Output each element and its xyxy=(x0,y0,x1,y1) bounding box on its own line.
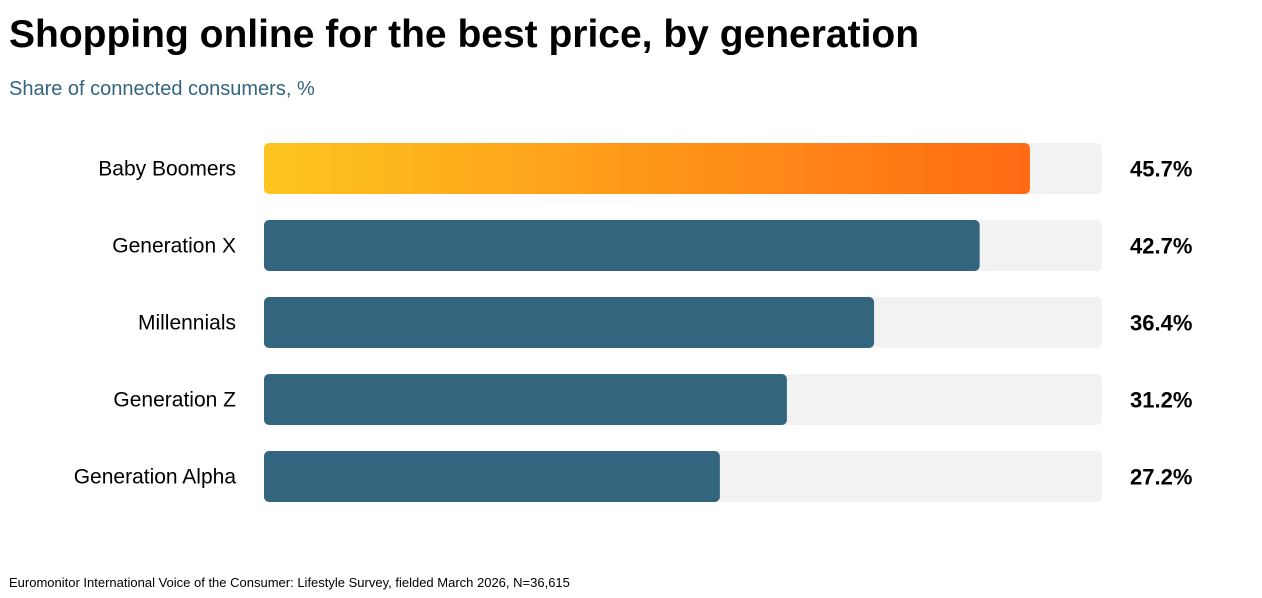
bar-row-generation-alpha: Generation Alpha 27.2% xyxy=(74,451,1192,502)
category-label: Generation Z xyxy=(113,389,236,412)
chart-title: Shopping online for the best price, by g… xyxy=(9,13,920,56)
bar-row-generation-z: Generation Z 31.2% xyxy=(113,374,1192,425)
source-note: Euromonitor International Voice of the C… xyxy=(9,575,570,590)
category-label: Generation Alpha xyxy=(74,466,237,489)
value-label: 31.2% xyxy=(1130,388,1192,413)
chart-subtitle: Share of connected consumers, % xyxy=(9,78,315,100)
bar xyxy=(264,451,720,502)
value-label: 42.7% xyxy=(1130,234,1192,259)
category-label: Millennials xyxy=(138,312,236,335)
bar xyxy=(264,220,980,271)
value-label: 45.7% xyxy=(1130,157,1192,182)
bar xyxy=(264,143,1030,194)
value-label: 36.4% xyxy=(1130,311,1192,336)
category-label: Generation X xyxy=(112,235,236,258)
category-label: Baby Boomers xyxy=(98,158,236,181)
bar-row-millennials: Millennials 36.4% xyxy=(138,297,1192,348)
bar xyxy=(264,297,875,348)
bar-row-baby-boomers: Baby Boomers 45.7% xyxy=(98,143,1192,194)
bar xyxy=(264,374,787,425)
bars-layer: Baby Boomers 45.7% Generation X 42.7% Millen… xyxy=(74,143,1192,502)
value-label: 27.2% xyxy=(1130,465,1192,490)
bar-row-generation-x: Generation X 42.7% xyxy=(112,220,1192,271)
